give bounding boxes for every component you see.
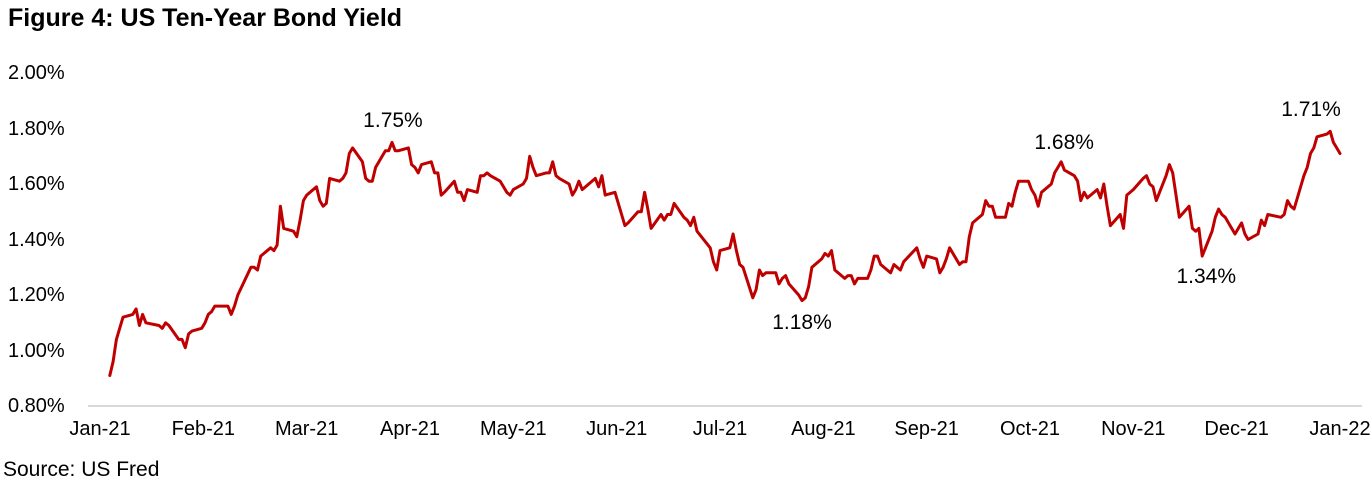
data-annotation: 1.34% [1176,265,1236,289]
x-axis-tick-label: May-21 [479,418,547,440]
y-axis-tick-label: 1.80% [8,117,65,140]
y-axis-tick-label: 1.60% [8,173,65,195]
x-axis-tick-label: Dec-21 [1204,418,1269,440]
x-axis-tick-label: Jun-21 [586,418,648,440]
x-axis-tick-label: Jul-21 [692,418,748,440]
data-annotation: 1.68% [1034,130,1094,154]
y-axis-tick-label: 1.00% [8,339,65,362]
data-annotation: 1.71% [1281,98,1341,122]
x-axis-tick-label: Oct-21 [999,418,1061,440]
x-axis-tick-label: Mar-21 [274,418,339,440]
x-axis-tick-label: Jan-21 [69,418,131,440]
x-axis-tick-label: Apr-21 [379,418,441,440]
source-note: Source: US Fred [3,458,160,481]
y-axis-tick-label: 2.00% [8,62,65,84]
figure-title: Figure 4: US Ten-Year Bond Yield [8,4,403,32]
y-axis-tick-label: 0.80% [8,395,65,417]
x-axis-tick-label: Jan-22 [1309,418,1371,440]
x-axis-tick-label: Feb-21 [171,418,236,440]
data-annotation: 1.18% [772,310,832,334]
y-axis-tick-label: 1.20% [8,284,65,306]
yield-line-series [108,129,1342,377]
x-axis-tick-label: Nov-21 [1101,418,1166,440]
x-axis-tick-label: Sep-21 [894,418,959,440]
data-annotation: 1.75% [363,109,423,133]
y-axis-tick-label: 1.40% [8,228,65,251]
x-axis-tick-label: Aug-21 [791,418,856,440]
